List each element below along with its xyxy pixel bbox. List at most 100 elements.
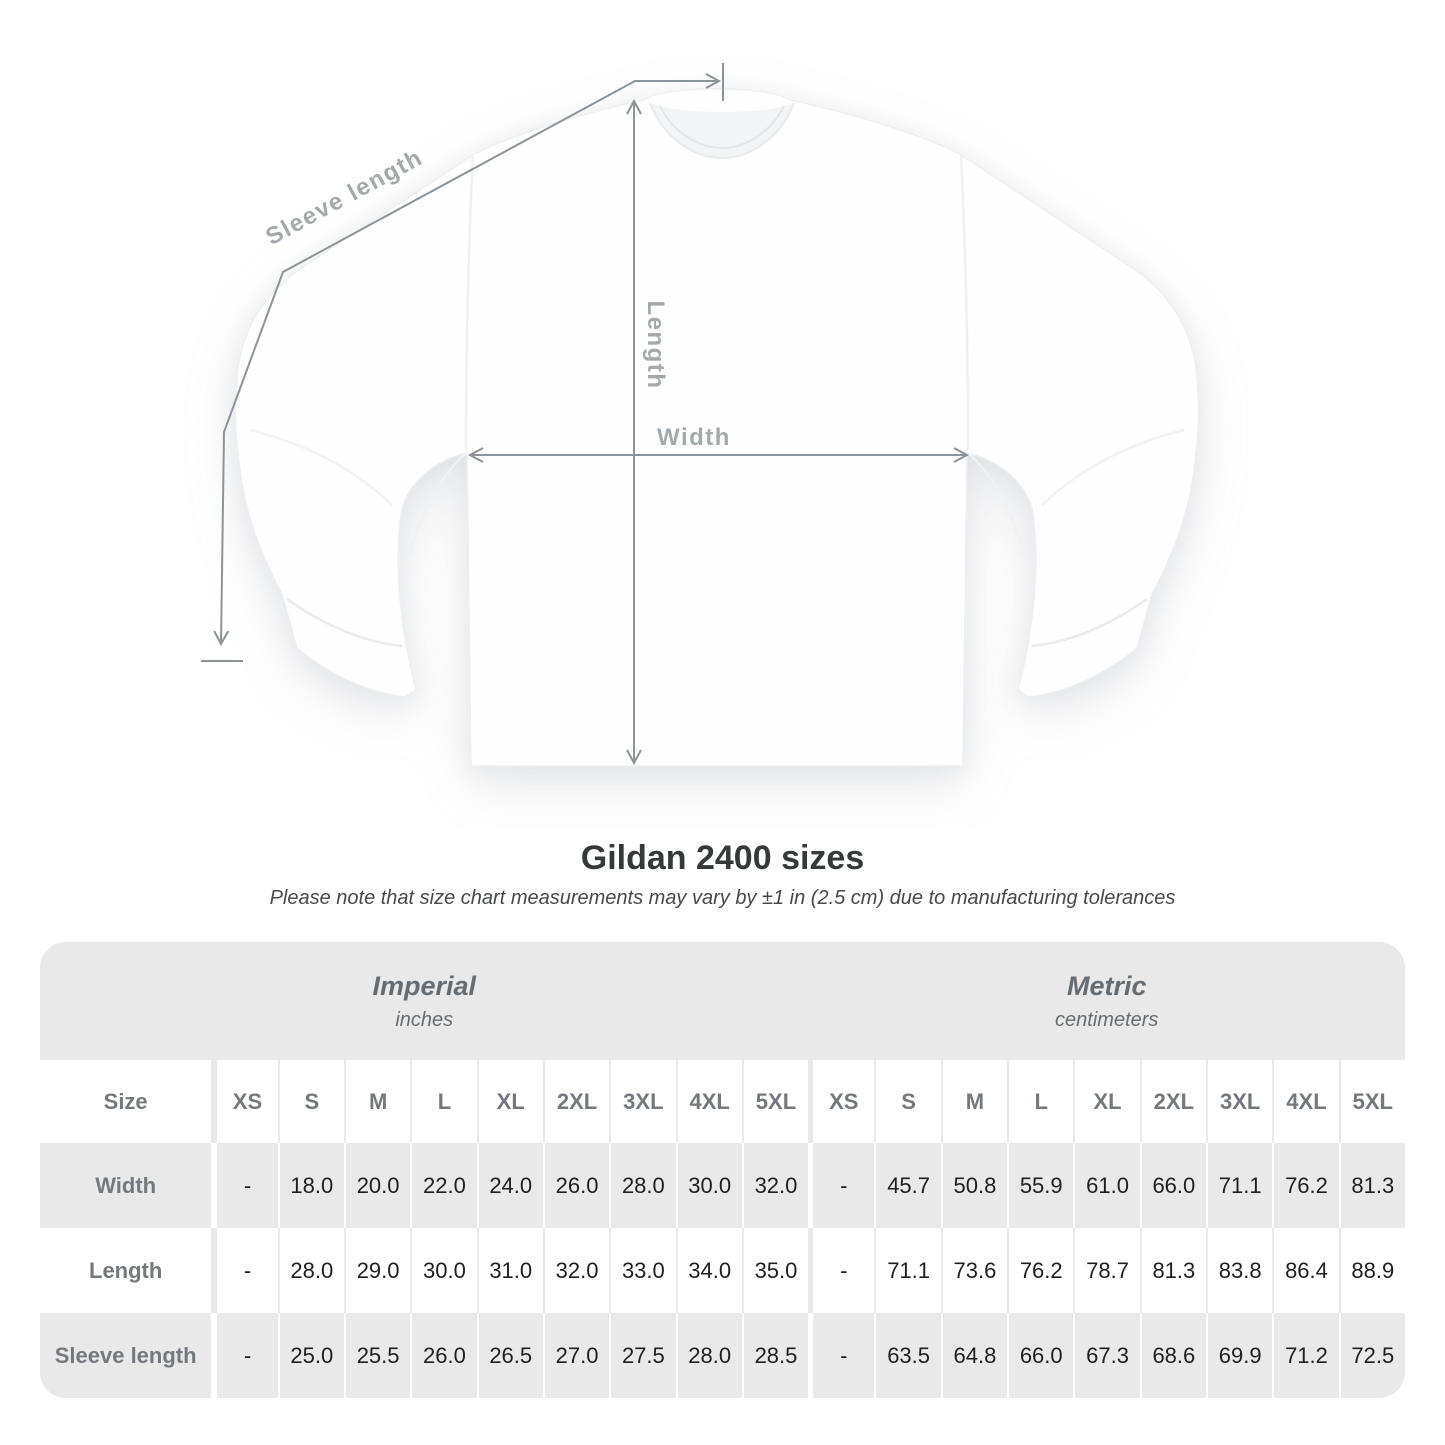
measurement-cell-metric: 61.0 [1073,1143,1140,1228]
measurement-cell-imperial: - [211,1313,278,1398]
measurement-row-length: Length -28.0 29.0 30.0 31.0 32.0 33.0 34.0 35.0-… [40,1228,1405,1313]
measurement-cell-imperial: 18.0 [277,1143,344,1228]
size-col-header-imperial-xs: XS [211,1060,278,1143]
length-label: Length [642,301,669,390]
sleeve-length-arrow [213,73,722,647]
size-col-header-metric-l: L [1007,1060,1074,1143]
size-col-header-metric-xs: XS [808,1060,875,1143]
row-label: Width [40,1143,212,1228]
measurement-cell-metric: 50.8 [940,1143,1008,1228]
right-elbow-fold [1041,428,1185,506]
measurement-arrows [201,63,970,766]
measurement-row-sleeve-length: Sleeve length -25.0 25.5 26.0 26.5 27.0 27.5 28… [40,1313,1405,1398]
measurement-cell-metric: 55.9 [1007,1143,1074,1228]
measurement-cell-metric: 81.3 [1338,1143,1405,1228]
size-col-header-metric-s: S [874,1060,941,1143]
imperial-unit: inches [395,1008,454,1031]
right-cuff-seam [1031,597,1148,648]
size-table: Size XS S M L XL 2XL 3XL 4XL 5XL XS S M L XL 2XL 3XL 4XL 5… [40,1060,1405,1398]
measurement-cell-metric: 63.5 [874,1313,941,1398]
measurement-cell-metric: 69.9 [1206,1313,1273,1398]
size-col-header-metric-4xl: 4XL [1272,1060,1339,1143]
measurement-cell-metric: 64.8 [940,1313,1008,1398]
measurement-cell-metric: 67.3 [1073,1313,1140,1398]
size-col-header-imperial-3xl: 3XL [609,1060,676,1143]
metric-unit: centimeters [1055,1008,1159,1031]
size-col-header-metric-5xl: 5XL [1338,1060,1405,1143]
measurement-cell-metric: 71.1 [874,1228,941,1313]
measurement-cell-imperial: 32.0 [542,1228,610,1313]
measurement-cell-metric: 88.9 [1338,1228,1405,1313]
measurement-cell-metric: 76.2 [1007,1228,1074,1313]
unit-header-imperial: Imperial inches [40,942,808,1060]
measurement-cell-imperial: 30.0 [410,1228,477,1313]
measurement-cell-metric: 45.7 [874,1143,941,1228]
size-col-header-metric-xl: XL [1073,1060,1140,1143]
measurement-cell-imperial: 28.0 [675,1313,742,1398]
right-armpit-fold [967,452,1026,556]
measurement-cell-metric: 71.2 [1272,1313,1339,1398]
row-label: Length [40,1228,212,1313]
row-label: Sleeve length [40,1313,212,1398]
page-title: Gildan 2400 sizes [580,839,865,877]
measurement-cell-imperial: 31.0 [476,1228,543,1313]
measurement-cell-imperial: 22.0 [410,1143,477,1228]
measurement-cell-metric: 66.0 [1007,1313,1074,1398]
size-col-header-imperial-5xl: 5XL [741,1060,809,1143]
measurement-cell-metric: 71.1 [1206,1143,1273,1228]
measurement-cell-imperial: - [211,1143,278,1228]
size-col-header-imperial-xl: XL [476,1060,543,1143]
size-col-header-imperial-l: L [410,1060,477,1143]
measurement-cell-metric: 83.8 [1206,1228,1273,1313]
size-row-corner-header: Size [40,1060,212,1143]
measurement-cell-imperial: 26.5 [476,1313,543,1398]
size-chart-card: Imperial inches Metric centimeters Size X… [40,942,1405,1398]
measurement-cell-imperial: 20.0 [343,1143,411,1228]
size-col-header-imperial-2xl: 2XL [542,1060,610,1143]
measurement-cell-imperial: 34.0 [675,1228,742,1313]
size-col-header-imperial-4xl: 4XL [675,1060,742,1143]
unit-header-band: Imperial inches Metric centimeters [40,942,1405,1060]
measurement-cell-metric: 73.6 [940,1228,1008,1313]
measurement-cell-imperial: 27.0 [542,1313,610,1398]
measurement-row-width: Width -18.0 20.0 22.0 24.0 26.0 28.0 30.0 32.0-4… [40,1143,1405,1228]
measurement-cell-imperial: 35.0 [741,1228,809,1313]
width-label: Width [657,424,731,451]
size-col-header-metric-3xl: 3XL [1206,1060,1273,1143]
measurement-cell-metric: 78.7 [1073,1228,1140,1313]
measurement-cell-metric: 72.5 [1338,1313,1405,1398]
measurement-cell-imperial: 25.5 [343,1313,411,1398]
measurement-cell-imperial: 30.0 [675,1143,742,1228]
measurement-cell-metric: 81.3 [1139,1228,1207,1313]
size-header-row: Size XS S M L XL 2XL 3XL 4XL 5XL XS S M L XL 2XL 3XL 4XL 5… [40,1060,1405,1143]
measurement-cell-imperial: 26.0 [542,1143,610,1228]
metric-title: Metric [1066,970,1147,1001]
size-col-header-imperial-s: S [277,1060,344,1143]
measurement-cell-imperial: 25.0 [277,1313,344,1398]
measurement-cell-imperial: - [211,1228,278,1313]
measurement-cell-metric: - [808,1228,875,1313]
size-col-header-metric-m: M [940,1060,1008,1143]
measurement-cell-imperial: 28.5 [741,1313,809,1398]
measurement-cell-imperial: 28.0 [609,1143,676,1228]
shirt-measurement-diagram: Sleeve length Length Width [201,63,1200,767]
measurement-cell-metric: 86.4 [1272,1228,1339,1313]
right-sleeve-seam [959,155,970,451]
measurement-cell-metric: 66.0 [1139,1143,1207,1228]
imperial-title: Imperial [372,970,477,1001]
unit-header-metric: Metric centimeters [808,942,1405,1060]
measurement-cell-imperial: 33.0 [609,1228,676,1313]
measurement-cell-metric: 68.6 [1139,1313,1207,1398]
size-col-header-imperial-m: M [343,1060,411,1143]
measurement-cell-imperial: 28.0 [277,1228,344,1313]
measurement-cell-metric: 76.2 [1272,1143,1339,1228]
measurement-cell-imperial: 26.0 [410,1313,477,1398]
measurement-cell-imperial: 29.0 [343,1228,411,1313]
measurement-cell-imperial: 24.0 [476,1143,543,1228]
measurement-cell-imperial: 32.0 [741,1143,809,1228]
measurement-cell-metric: - [808,1143,875,1228]
measurement-cell-imperial: 27.5 [609,1313,676,1398]
size-col-header-metric-2xl: 2XL [1139,1060,1207,1143]
tolerance-note: Please note that size chart measurements… [269,887,1176,909]
